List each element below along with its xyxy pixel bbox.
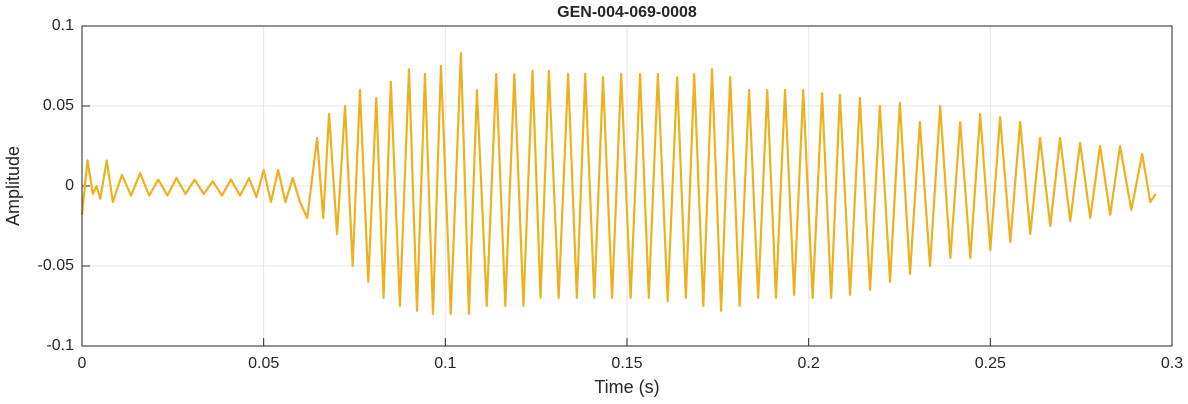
x-tick-label: 0.25 <box>975 355 1006 372</box>
x-axis-label: Time (s) <box>594 377 659 397</box>
x-tick-label: 0.2 <box>798 355 820 372</box>
y-tick-label: 0.05 <box>43 97 74 114</box>
y-tick-label: 0 <box>65 177 74 194</box>
x-tick-label: 0.1 <box>434 355 456 372</box>
y-tick-label: -0.1 <box>46 337 74 354</box>
y-tick-label: -0.05 <box>38 257 75 274</box>
chart-title: GEN-004-069-0008 <box>557 4 697 21</box>
x-tick-label: 0.3 <box>1161 355 1183 372</box>
y-tick-label: 0.1 <box>52 17 74 34</box>
x-tick-label: 0.15 <box>611 355 642 372</box>
waveform-line <box>80 52 1157 316</box>
y-axis-label: Amplitude <box>3 146 23 226</box>
plot-frame <box>81 25 1173 347</box>
x-tick-label: 0.05 <box>248 355 279 372</box>
x-tick-label: 0 <box>78 355 87 372</box>
